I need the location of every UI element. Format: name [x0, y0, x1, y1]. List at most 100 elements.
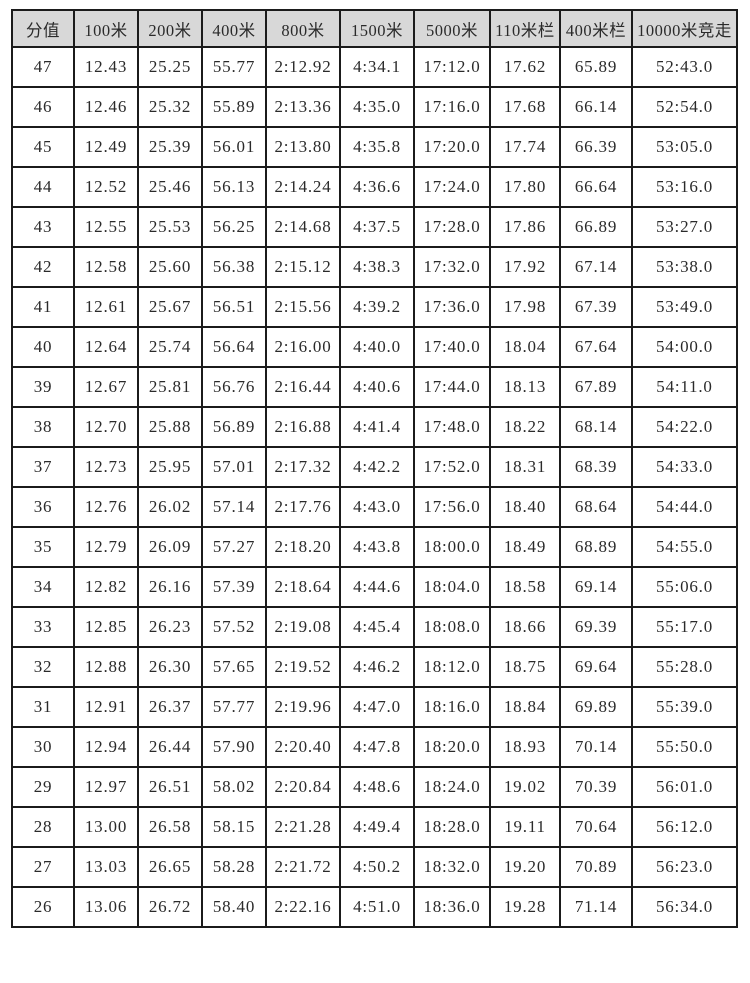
result-cell: 13.03: [73, 846, 139, 888]
score-cell: 36: [11, 486, 75, 528]
result-cell: 57.52: [201, 606, 267, 648]
result-cell: 4:51.0: [339, 886, 415, 928]
result-cell: 12.97: [73, 766, 139, 808]
result-cell: 19.28: [489, 886, 561, 928]
result-cell: 26.30: [137, 646, 203, 688]
result-cell: 25.60: [137, 246, 203, 288]
result-cell: 58.40: [201, 886, 267, 928]
result-cell: 4:38.3: [339, 246, 415, 288]
table-row: 44 12.52 25.46 56.13 2:14.24 4:36.6 17:24.0 17.…: [11, 166, 738, 208]
result-cell: 18:12.0: [413, 646, 491, 688]
result-cell: 68.14: [559, 406, 633, 448]
score-cell: 44: [11, 166, 75, 208]
result-cell: 17.86: [489, 206, 561, 248]
result-cell: 26.65: [137, 846, 203, 888]
result-cell: 12.46: [73, 86, 139, 128]
result-cell: 4:44.6: [339, 566, 415, 608]
header-row: 分值 100米 200米 400米 800米 1500米 5000米 110米栏 400米栏 10…: [11, 9, 738, 48]
result-cell: 53:49.0: [631, 286, 738, 328]
result-cell: 57.27: [201, 526, 267, 568]
result-cell: 53:38.0: [631, 246, 738, 288]
result-cell: 18.40: [489, 486, 561, 528]
result-cell: 65.89: [559, 46, 633, 88]
result-cell: 17:44.0: [413, 366, 491, 408]
result-cell: 2:20.84: [265, 766, 341, 808]
result-cell: 2:19.52: [265, 646, 341, 688]
column-header-1: 100米: [73, 9, 139, 48]
result-cell: 12.55: [73, 206, 139, 248]
score-cell: 39: [11, 366, 75, 408]
result-cell: 18.66: [489, 606, 561, 648]
result-cell: 2:17.32: [265, 446, 341, 488]
result-cell: 19.20: [489, 846, 561, 888]
result-cell: 25.46: [137, 166, 203, 208]
result-cell: 4:41.4: [339, 406, 415, 448]
table-body: 47 12.43 25.25 55.77 2:12.92 4:34.1 17:12.0 17.…: [11, 46, 738, 928]
result-cell: 55:39.0: [631, 686, 738, 728]
result-cell: 55:06.0: [631, 566, 738, 608]
result-cell: 26.72: [137, 886, 203, 928]
result-cell: 17:12.0: [413, 46, 491, 88]
table-row: 33 12.85 26.23 57.52 2:19.08 4:45.4 18:08.0 18.…: [11, 606, 738, 648]
result-cell: 67.64: [559, 326, 633, 368]
score-cell: 32: [11, 646, 75, 688]
result-cell: 17:20.0: [413, 126, 491, 168]
result-cell: 13.06: [73, 886, 139, 928]
result-cell: 17.74: [489, 126, 561, 168]
result-cell: 25.32: [137, 86, 203, 128]
table-row: 37 12.73 25.95 57.01 2:17.32 4:42.2 17:52.0 18.…: [11, 446, 738, 488]
table-row: 45 12.49 25.39 56.01 2:13.80 4:35.8 17:20.0 17.…: [11, 126, 738, 168]
result-cell: 4:50.2: [339, 846, 415, 888]
table-header: 分值 100米 200米 400米 800米 1500米 5000米 110米栏 400米栏 10…: [11, 9, 738, 48]
table-row: 31 12.91 26.37 57.77 2:19.96 4:47.0 18:16.0 18.…: [11, 686, 738, 728]
column-header-0: 分值: [11, 9, 75, 48]
result-cell: 56.25: [201, 206, 267, 248]
result-cell: 17:32.0: [413, 246, 491, 288]
result-cell: 18.04: [489, 326, 561, 368]
score-cell: 31: [11, 686, 75, 728]
result-cell: 2:17.76: [265, 486, 341, 528]
result-cell: 17:40.0: [413, 326, 491, 368]
result-cell: 12.52: [73, 166, 139, 208]
result-cell: 54:00.0: [631, 326, 738, 368]
result-cell: 4:42.2: [339, 446, 415, 488]
result-cell: 70.39: [559, 766, 633, 808]
result-cell: 67.39: [559, 286, 633, 328]
result-cell: 2:18.20: [265, 526, 341, 568]
result-cell: 2:13.80: [265, 126, 341, 168]
result-cell: 4:46.2: [339, 646, 415, 688]
table-row: 27 13.03 26.65 58.28 2:21.72 4:50.2 18:32.0 19.…: [11, 846, 738, 888]
result-cell: 56.76: [201, 366, 267, 408]
table-row: 47 12.43 25.25 55.77 2:12.92 4:34.1 17:12.0 17.…: [11, 46, 738, 88]
result-cell: 2:15.12: [265, 246, 341, 288]
result-cell: 12.79: [73, 526, 139, 568]
result-cell: 25.53: [137, 206, 203, 248]
score-cell: 46: [11, 86, 75, 128]
result-cell: 26.58: [137, 806, 203, 848]
result-cell: 53:16.0: [631, 166, 738, 208]
table-row: 46 12.46 25.32 55.89 2:13.36 4:35.0 17:16.0 17.…: [11, 86, 738, 128]
result-cell: 57.77: [201, 686, 267, 728]
result-cell: 4:35.0: [339, 86, 415, 128]
result-cell: 18.49: [489, 526, 561, 568]
result-cell: 18.13: [489, 366, 561, 408]
column-header-7: 110米栏: [489, 9, 561, 48]
result-cell: 2:13.36: [265, 86, 341, 128]
result-cell: 25.81: [137, 366, 203, 408]
table-row: 29 12.97 26.51 58.02 2:20.84 4:48.6 18:24.0 19.…: [11, 766, 738, 808]
result-cell: 56.64: [201, 326, 267, 368]
table-row: 36 12.76 26.02 57.14 2:17.76 4:43.0 17:56.0 18.…: [11, 486, 738, 528]
result-cell: 17.98: [489, 286, 561, 328]
result-cell: 17.68: [489, 86, 561, 128]
column-header-2: 200米: [137, 9, 203, 48]
table-row: 32 12.88 26.30 57.65 2:19.52 4:46.2 18:12.0 18.…: [11, 646, 738, 688]
table-row: 28 13.00 26.58 58.15 2:21.28 4:49.4 18:28.0 19.…: [11, 806, 738, 848]
result-cell: 12.70: [73, 406, 139, 448]
result-cell: 55.77: [201, 46, 267, 88]
score-cell: 41: [11, 286, 75, 328]
score-cell: 30: [11, 726, 75, 768]
result-cell: 57.14: [201, 486, 267, 528]
score-cell: 35: [11, 526, 75, 568]
table-row: 38 12.70 25.88 56.89 2:16.88 4:41.4 17:48.0 18.…: [11, 406, 738, 448]
table-row: 39 12.67 25.81 56.76 2:16.44 4:40.6 17:44.0 18.…: [11, 366, 738, 408]
